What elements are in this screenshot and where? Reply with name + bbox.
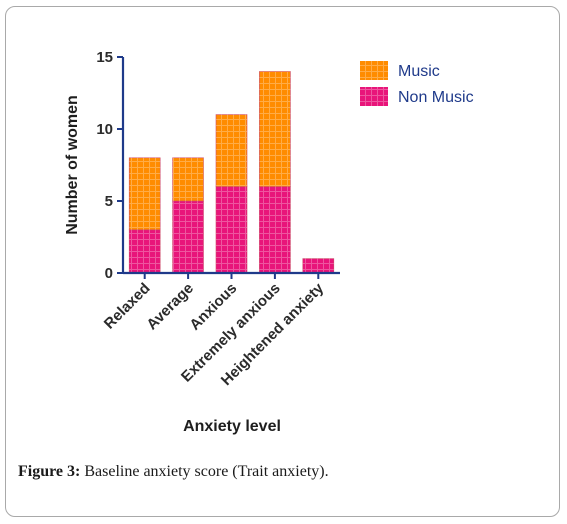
caption-label: Figure 3: [18, 463, 81, 480]
y-tick-label: 15 [96, 49, 113, 66]
legend-label-non-music: Non Music [398, 89, 474, 106]
bar-texture [302, 258, 334, 273]
bar-texture [172, 157, 204, 201]
bar-texture [129, 157, 161, 230]
y-tick-label: 5 [105, 193, 113, 210]
caption-text: Baseline anxiety score (Trait anxiety). [84, 463, 329, 480]
bar-texture [172, 201, 204, 273]
bar-texture [129, 229, 161, 273]
legend-label-music: Music [398, 63, 440, 80]
bar-texture [259, 186, 291, 273]
bars-group [128, 71, 335, 274]
legend-swatch-texture [360, 87, 388, 106]
figure-caption: Figure 3: Baseline anxiety score (Trait … [18, 463, 548, 481]
y-tick-label: 10 [96, 121, 113, 138]
bar-texture [216, 186, 247, 273]
y-tick-label: 0 [105, 265, 113, 282]
y-axis-title: Number of women [64, 95, 81, 235]
y-ticks-group: 0 5 10 15 [96, 49, 123, 282]
legend-swatch-texture [360, 61, 388, 80]
bar-texture [259, 71, 291, 187]
bar-texture [216, 114, 247, 187]
legend: Music Non Music [360, 61, 474, 106]
x-axis-title: Anxiety level [183, 418, 281, 435]
